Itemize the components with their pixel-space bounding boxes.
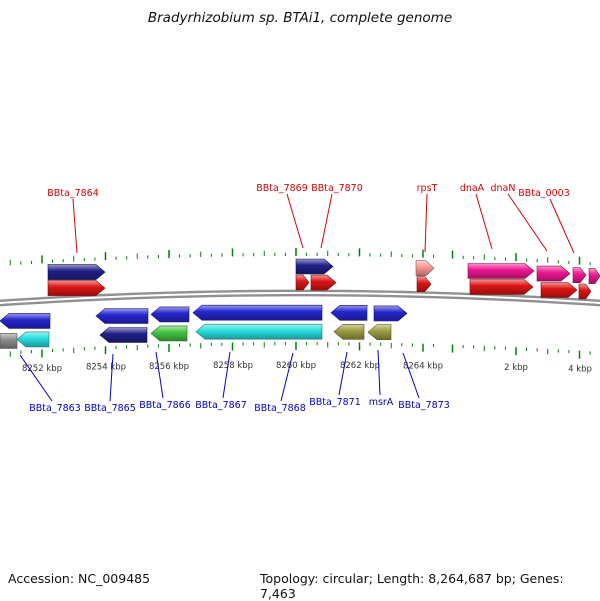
gene-label-reverse: BBta_7871 xyxy=(309,397,361,408)
gene-feature[interactable] xyxy=(99,327,148,343)
gene-label-forward: BBta_7869 xyxy=(256,183,308,194)
gene-BBta_7870[interactable] xyxy=(310,274,337,291)
label-leader-line xyxy=(475,193,493,250)
gene-BBta_0003[interactable] xyxy=(572,267,587,284)
gene-label-forward: dnaN xyxy=(491,183,516,194)
gene-feature[interactable] xyxy=(47,280,106,296)
gene-BBta_7867[interactable] xyxy=(192,304,323,321)
gene-label-reverse: BBta_7873 xyxy=(398,400,450,411)
gene-BBta_7873[interactable] xyxy=(373,305,408,322)
gene-feature[interactable] xyxy=(588,268,600,284)
genome-map: 8252 kbp 8254 kbp 8256 kbp 8258 kbp 8260 kbp… xyxy=(0,183,600,414)
ruler-label: 8256 kbp xyxy=(149,362,189,372)
genome-backbone xyxy=(0,294,600,307)
gene-msrA[interactable] xyxy=(367,324,392,341)
gene-dnaN[interactable] xyxy=(536,265,571,282)
gene-feature[interactable] xyxy=(295,274,310,291)
label-leader-line xyxy=(155,351,164,399)
label-leader-line xyxy=(109,353,114,402)
gene-label-reverse: BBta_7866 xyxy=(139,400,191,411)
gene-label-reverse: BBta_7865 xyxy=(84,403,136,414)
gene-BBta_7865[interactable] xyxy=(95,308,149,324)
gene-feature[interactable] xyxy=(416,276,432,293)
label-leader-line xyxy=(507,193,548,252)
label-leader-line xyxy=(424,193,428,253)
gene-feature[interactable] xyxy=(540,282,578,298)
ruler-label: 8254 kbp xyxy=(86,363,126,373)
gene-label-forward: rpsT xyxy=(417,183,438,194)
gene-BBta_7871[interactable] xyxy=(330,304,368,321)
gene-BBta_7868[interactable] xyxy=(195,323,323,340)
ruler-label: 8252 kbp xyxy=(22,364,62,374)
ruler-label: 8258 kbp xyxy=(213,361,253,371)
label-leader-line xyxy=(19,354,53,402)
label-leader-line xyxy=(286,193,304,249)
gene-feature[interactable] xyxy=(469,279,534,295)
gene-label-forward: BBta_0003 xyxy=(518,188,570,199)
label-leader-line xyxy=(72,198,78,254)
gene-feature[interactable] xyxy=(0,313,51,329)
gene-label-forward: dnaA xyxy=(460,183,485,194)
ruler-label: 8262 kbp xyxy=(340,361,380,371)
ruler-label: 8264 kbp xyxy=(403,362,443,372)
page-title: Bradyrhizobium sp. BTAi1, complete genom… xyxy=(147,10,453,26)
genome-summary-text: Topology: circular; Length: 8,264,687 bp… xyxy=(260,571,564,601)
gene-BBta_7866[interactable] xyxy=(150,306,190,323)
ruler-label: 4 kbp xyxy=(568,364,592,374)
ruler-label: 2 kbp xyxy=(504,363,528,373)
gene-BBta_7869[interactable] xyxy=(295,258,334,275)
accession-text: Accession: NC_009485 xyxy=(8,571,151,586)
gene-BBta_7863[interactable] xyxy=(16,331,50,348)
label-leader-line xyxy=(377,349,381,396)
gene-feature[interactable] xyxy=(150,325,188,342)
gene-label-forward: BBta_7870 xyxy=(311,183,363,194)
label-leader-line xyxy=(549,198,575,254)
genome-backbone xyxy=(0,289,600,302)
gene-feature[interactable] xyxy=(0,333,18,349)
gene-label-reverse: msrA xyxy=(369,397,394,408)
label-leader-line xyxy=(338,351,348,396)
label-leader-line xyxy=(280,352,294,402)
status-bar: Accession: NC_009485 Topology: circular;… xyxy=(0,571,600,601)
gene-dnaA[interactable] xyxy=(467,263,535,279)
label-leader-line xyxy=(320,193,333,249)
gene-label-reverse: BBta_7863 xyxy=(29,403,81,414)
gene-feature[interactable] xyxy=(333,323,365,340)
label-leader-line xyxy=(222,351,231,399)
gene-rpsT[interactable] xyxy=(415,260,435,277)
gene-feature[interactable] xyxy=(578,283,592,300)
ruler-label: 8260 kbp xyxy=(276,361,316,371)
label-leader-line xyxy=(402,352,420,399)
gene-label-forward: BBta_7864 xyxy=(47,188,99,199)
gene-label-reverse: BBta_7867 xyxy=(195,400,247,411)
gene-BBta_7864[interactable] xyxy=(47,264,106,280)
gene-label-reverse: BBta_7868 xyxy=(254,403,306,414)
